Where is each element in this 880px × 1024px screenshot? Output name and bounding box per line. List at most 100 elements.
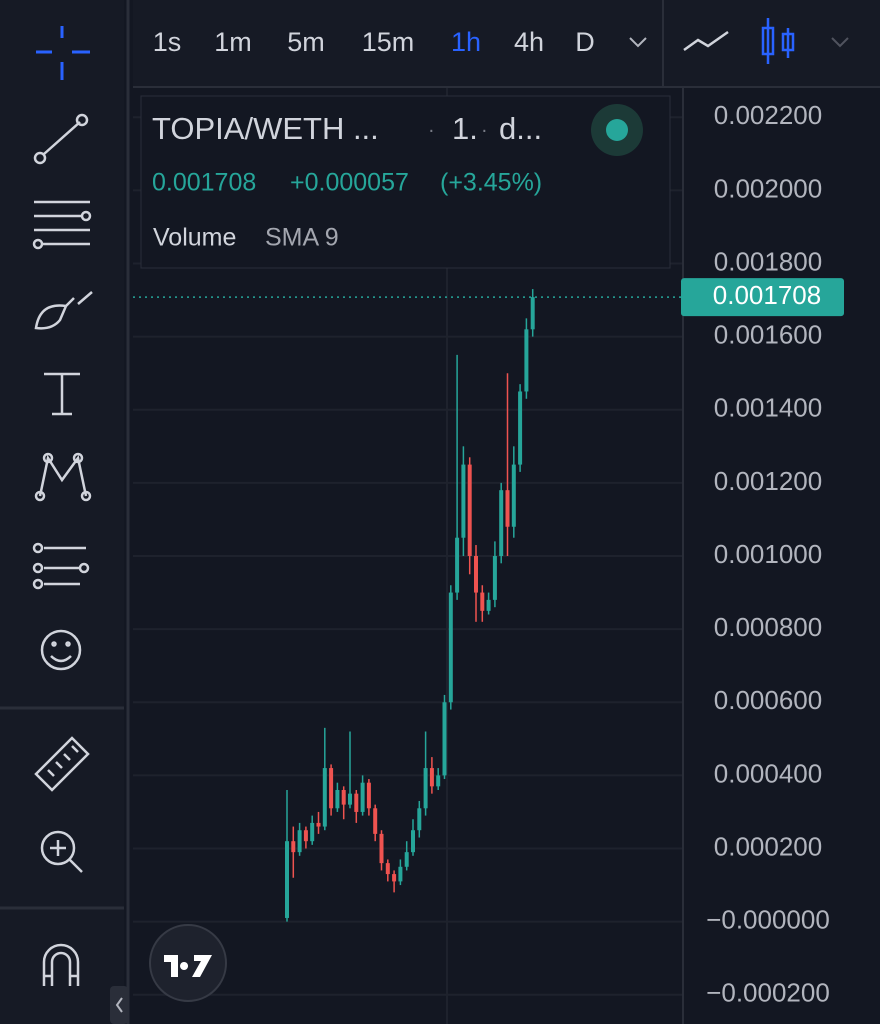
price-change: +0.000057: [290, 169, 409, 197]
candle-body: [511, 464, 516, 527]
brush-tool[interactable]: [34, 291, 93, 330]
prediction-tool[interactable]: [32, 542, 90, 590]
crosshair-tool[interactable]: [36, 26, 90, 80]
candle-body: [404, 852, 409, 867]
candle-body: [348, 793, 352, 805]
y-tick-label: 0.002000: [714, 173, 822, 203]
logo-mark: [164, 955, 212, 977]
interval-button[interactable]: 1s: [153, 27, 182, 57]
candle-body: [530, 297, 535, 330]
y-tick-label: 0.000400: [714, 758, 822, 788]
y-tick-label: 0.000800: [714, 612, 822, 642]
last-price-label: 0.001708: [713, 280, 821, 310]
logo[interactable]: [149, 924, 227, 1002]
interval-button[interactable]: 4h: [514, 27, 544, 57]
candle-body: [291, 841, 296, 853]
collapse-arrow: [115, 997, 123, 1013]
y-tick-label: 0.000600: [714, 685, 822, 715]
candle-body: [461, 464, 466, 538]
candle-body: [297, 830, 302, 853]
emoji-tool[interactable]: [40, 629, 82, 671]
candle-body: [499, 490, 504, 556]
y-tick-label: 0.002200: [714, 100, 822, 130]
candle-body: [310, 822, 315, 842]
collapse-button[interactable]: [110, 986, 128, 1024]
price-axis: 0.002200 0.002000 0.001800 0.001600 0.001400…: [681, 100, 844, 1008]
y-tick-label: −0.000000: [706, 905, 830, 935]
line-chart-icon[interactable]: [683, 30, 729, 52]
interval-button[interactable]: 5m: [287, 27, 325, 57]
y-tick-label: 0.001400: [714, 393, 822, 423]
candle-body: [316, 822, 321, 827]
candle-body: [429, 768, 434, 787]
interval-dropdown[interactable]: [629, 37, 647, 48]
candle-body: [455, 537, 460, 593]
candle-body: [492, 556, 497, 600]
candle-body: [360, 782, 365, 812]
last-price: 0.001708: [152, 169, 256, 197]
status-dot: [606, 119, 628, 141]
magnet-tool[interactable]: [42, 943, 80, 986]
zoom-tool[interactable]: [40, 830, 83, 873]
candle-body: [411, 830, 415, 853]
candle-body: [448, 592, 453, 703]
left-toolbar: [0, 0, 124, 1024]
top-toolbar: [133, 0, 880, 86]
candle-body: [379, 833, 384, 864]
legend-interval: 1.: [452, 111, 478, 146]
candle-body: [474, 556, 478, 593]
candle-body: [285, 841, 289, 918]
text-tool[interactable]: [44, 372, 80, 416]
indicator-params: SMA 9: [265, 224, 339, 252]
interval-button[interactable]: D: [575, 27, 595, 57]
pattern-tool[interactable]: [34, 452, 92, 502]
plot: [133, 289, 683, 922]
candle-body: [303, 830, 308, 842]
fib-tool[interactable]: [32, 200, 92, 250]
last-price-box: [681, 278, 844, 317]
candle-body: [366, 782, 371, 809]
exchange: d...: [499, 111, 542, 146]
candle-body: [423, 768, 428, 809]
y-tick-label: −0.000200: [706, 978, 830, 1008]
chart-type-dropdown[interactable]: [831, 37, 849, 48]
interval-button[interactable]: 1h: [451, 27, 481, 57]
candle-body: [486, 599, 491, 611]
legend-panel: [140, 95, 671, 269]
symbol[interactable]: TOPIA/WETH ...: [152, 111, 379, 146]
interval-button[interactable]: 15m: [362, 27, 415, 57]
candle-body: [436, 775, 441, 787]
candle-body: [373, 808, 378, 834]
percent-change: (+3.45%): [440, 169, 542, 197]
y-tick-label: 0.001600: [714, 320, 822, 350]
candle-body: [335, 790, 340, 809]
separator: ·: [428, 119, 435, 141]
indicator-name[interactable]: Volume: [153, 224, 236, 252]
candle-body: [505, 490, 510, 527]
separator: ·: [481, 119, 488, 141]
trend-line-tool[interactable]: [33, 113, 89, 165]
candle-chart-icon[interactable]: [761, 18, 795, 64]
candle-body: [480, 592, 485, 611]
candle-body: [392, 874, 397, 882]
candle-body: [398, 866, 403, 882]
candle-body: [385, 863, 390, 875]
candle-body: [417, 808, 422, 831]
y-tick-label: 0.001000: [714, 539, 822, 569]
candle-body: [354, 793, 359, 812]
candle-body: [329, 768, 334, 809]
candle-body: [467, 464, 472, 556]
candle-body: [322, 768, 327, 827]
candle-body: [518, 391, 523, 465]
interval-button[interactable]: 1m: [214, 27, 252, 57]
candle-body: [524, 329, 529, 392]
candle-body: [442, 702, 447, 776]
y-tick-label: 0.001200: [714, 466, 822, 496]
candle-body: [341, 790, 346, 805]
ruler-tool[interactable]: [34, 736, 90, 792]
y-tick-label: 0.001800: [714, 246, 822, 276]
y-tick-label: 0.000200: [714, 831, 822, 861]
